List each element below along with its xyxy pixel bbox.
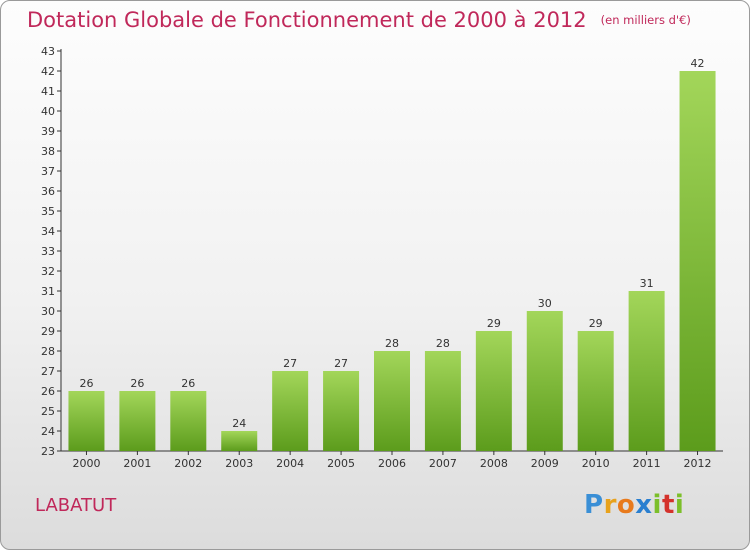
- logo-letter: i: [652, 490, 662, 520]
- x-tick-label: 2002: [174, 457, 202, 470]
- logo-letter: i: [674, 490, 685, 520]
- y-tick-label: 41: [41, 85, 55, 98]
- y-tick-label: 26: [41, 385, 55, 398]
- x-tick-label: 2000: [72, 457, 100, 470]
- data-label: 31: [640, 277, 654, 290]
- chart-subtitle: (en milliers d'€): [600, 13, 691, 27]
- y-tick-label: 29: [41, 325, 55, 338]
- bar: [323, 371, 360, 451]
- y-tick-label: 36: [41, 185, 55, 198]
- logo-letter: r: [603, 490, 617, 520]
- chart-title: Dotation Globale de Fonctionnement de 20…: [27, 8, 691, 32]
- logo-letter: t: [661, 490, 675, 520]
- x-tick-label: 2001: [123, 457, 151, 470]
- x-tick-label: 2005: [327, 457, 355, 470]
- y-tick-label: 38: [41, 145, 55, 158]
- data-label: 27: [283, 357, 297, 370]
- bar: [679, 71, 716, 451]
- y-tick-label: 34: [41, 225, 55, 238]
- bar: [68, 391, 105, 451]
- bar: [170, 391, 207, 451]
- x-tick-label: 2009: [531, 457, 559, 470]
- chart-title-text: Dotation Globale de Fonctionnement de 20…: [27, 8, 587, 32]
- commune-name: LABATUT: [35, 495, 117, 516]
- bar: [526, 311, 563, 451]
- x-tick-label: 2008: [480, 457, 508, 470]
- x-tick-label: 2007: [429, 457, 457, 470]
- bar: [475, 331, 512, 451]
- y-tick-label: 37: [41, 165, 55, 178]
- data-label: 42: [691, 57, 705, 70]
- logo-letter: o: [616, 490, 636, 520]
- data-label: 26: [181, 377, 195, 390]
- y-tick-label: 23: [41, 445, 55, 458]
- chart-axes: 23 24 25 26 27 28 29 30 31 32 33 34 35 36 37 38 39 40 41 42…: [41, 45, 723, 470]
- data-label: 29: [589, 317, 603, 330]
- chart-bars: [68, 71, 716, 451]
- data-label: 28: [385, 337, 399, 350]
- y-tick-label: 43: [41, 45, 55, 58]
- data-label: 26: [79, 377, 93, 390]
- chart-data-labels: 26 26 26 24 27 27 28 28 29 30 29 31 42: [79, 57, 704, 430]
- y-tick-label: 31: [41, 285, 55, 298]
- data-label: 30: [538, 297, 552, 310]
- y-tick-label: 39: [41, 125, 55, 138]
- x-tick-label: 2003: [225, 457, 253, 470]
- y-tick-label: 33: [41, 245, 55, 258]
- x-tick-label: 2004: [276, 457, 304, 470]
- x-tick-label: 2006: [378, 457, 406, 470]
- y-tick-label: 42: [41, 65, 55, 78]
- bar: [272, 371, 309, 451]
- logo-letter: x: [635, 490, 653, 520]
- proxiti-logo: Proxiti: [584, 490, 684, 520]
- data-label: 28: [436, 337, 450, 350]
- logo-letter: P: [584, 490, 604, 520]
- bar: [424, 351, 461, 451]
- data-label: 26: [130, 377, 144, 390]
- bar: [374, 351, 410, 451]
- data-label: 24: [232, 417, 246, 430]
- x-tick-label: 2011: [633, 457, 661, 470]
- y-tick-label: 30: [41, 305, 55, 318]
- y-tick-label: 28: [41, 345, 55, 358]
- data-label: 27: [334, 357, 348, 370]
- y-tick-label: 27: [41, 365, 55, 378]
- bar: [119, 391, 156, 451]
- y-tick-label: 32: [41, 265, 55, 278]
- bar: [221, 431, 258, 451]
- bar: [577, 331, 614, 451]
- y-tick-label: 40: [41, 105, 55, 118]
- x-tick-label: 2012: [684, 457, 712, 470]
- bar: [628, 291, 665, 451]
- y-tick-label: 25: [41, 405, 55, 418]
- x-tick-label: 2010: [582, 457, 610, 470]
- y-tick-label: 24: [41, 425, 55, 438]
- data-label: 29: [487, 317, 501, 330]
- y-tick-label: 35: [41, 205, 55, 218]
